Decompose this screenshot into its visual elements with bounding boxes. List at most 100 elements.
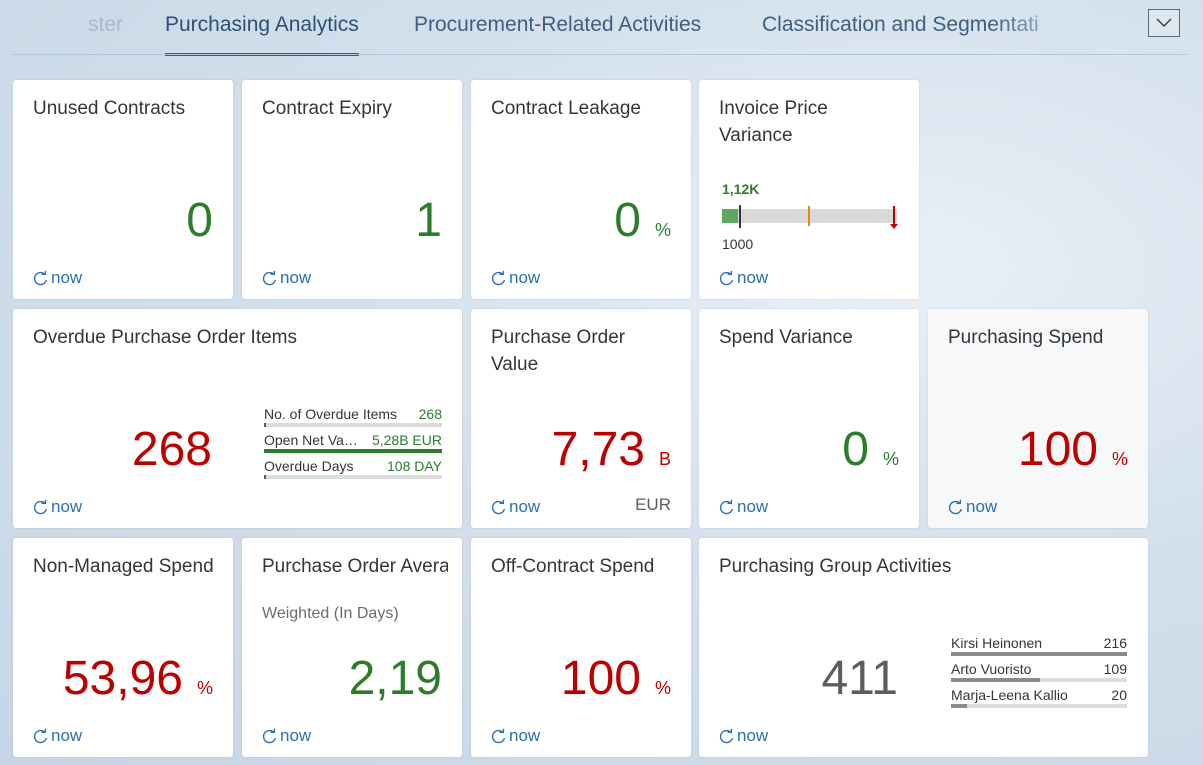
tab-classification-and-segmentation[interactable]: Classification and Segmentati [762, 13, 1039, 36]
comparison-list: No. of Overdue Items 268 Open Net Va… 5,… [264, 403, 442, 481]
refresh-link[interactable]: now [490, 726, 540, 746]
bullet-chart: 1,12K 1000 [719, 176, 899, 256]
kpi-unit: % [654, 220, 671, 240]
tile-purchasing-spend[interactable]: Purchasing Spend 100 % now [928, 309, 1148, 528]
kpi-value: 0 [186, 197, 213, 245]
refresh-label: now [966, 497, 998, 516]
kpi-value: 411 [821, 655, 898, 703]
refresh-label: now [737, 726, 769, 745]
refresh-label: now [280, 726, 312, 745]
tile-overdue-purchase-order-items[interactable]: Overdue Purchase Order Items 268 No. of … [13, 309, 462, 528]
kpi-value: 53,96 % [63, 655, 213, 703]
refresh-icon [33, 499, 48, 514]
kpi-value: 268 [132, 426, 212, 474]
kpi-value: 100 % [561, 655, 671, 703]
kpi-number: 100 [560, 652, 641, 705]
chevron-down-icon [1156, 18, 1172, 27]
refresh-icon [491, 499, 506, 514]
refresh-label: now [509, 497, 541, 516]
bullet-target-label: 1000 [722, 236, 754, 252]
bullet-critical-threshold [893, 206, 895, 226]
comparison-row: No. of Overdue Items 268 [264, 403, 442, 429]
tile-spend-variance[interactable]: Spend Variance 0 % now [699, 309, 919, 528]
tile-non-managed-spend[interactable]: Non-Managed Spend 53,96 % now [13, 538, 233, 757]
refresh-icon [33, 270, 48, 285]
refresh-link[interactable]: now [32, 268, 82, 288]
tab-master-data[interactable]: ster [88, 13, 124, 36]
refresh-link[interactable]: now [718, 497, 768, 517]
comparison-label: Overdue Days [264, 458, 354, 474]
refresh-link[interactable]: now [32, 497, 82, 517]
group-member-count: 216 [1103, 635, 1127, 651]
kpi-number: 0 [186, 194, 213, 247]
kpi-number: 411 [821, 652, 898, 705]
tile-title: Invoice Price Variance [719, 98, 828, 146]
refresh-link[interactable]: now [261, 268, 311, 288]
tile-po-average-delivery[interactable]: Purchase Order Average Delivery… Weighte… [242, 538, 462, 757]
comparison-track [264, 475, 442, 479]
kpi-value: 0 % [842, 426, 899, 474]
tile-unused-contracts[interactable]: Unused Contracts 0 now [13, 80, 233, 299]
refresh-link[interactable]: now [490, 268, 540, 288]
comparison-value: 5,28B EUR [371, 432, 442, 448]
kpi-number: 53,96 [62, 652, 183, 705]
list-item: Marja-Leena Kallio 20 [951, 684, 1127, 710]
kpi-unit: % [196, 678, 213, 698]
list-item: Kirsi Heinonen 216 [951, 632, 1127, 658]
kpi-number: 2,19 [348, 652, 442, 705]
refresh-label: now [737, 268, 769, 287]
refresh-label: now [280, 268, 312, 287]
tile-title: Off-Contract Spend [491, 556, 655, 577]
refresh-icon [33, 728, 48, 743]
tile-title: Purchase Order Value [491, 327, 626, 375]
refresh-icon [719, 728, 734, 743]
kpi-unit: % [1111, 449, 1128, 469]
refresh-icon [491, 728, 506, 743]
refresh-icon [491, 270, 506, 285]
kpi-number: 1 [415, 194, 442, 247]
group-bar-fill [951, 652, 1127, 656]
tile-off-contract-spend[interactable]: Off-Contract Spend 100 % now [471, 538, 691, 757]
group-activity-list: Kirsi Heinonen 216 Arto Vuoristo 109 Mar… [951, 632, 1127, 710]
group-member-count: 109 [1103, 661, 1127, 677]
refresh-icon [719, 270, 734, 285]
tile-contract-expiry[interactable]: Contract Expiry 1 now [242, 80, 462, 299]
refresh-link[interactable]: now [490, 497, 540, 517]
refresh-label: now [509, 726, 541, 745]
tile-contract-leakage[interactable]: Contract Leakage 0 % now [471, 80, 691, 299]
group-member-name: Kirsi Heinonen [951, 635, 1043, 651]
kpi-number: 0 [842, 423, 869, 476]
tile-title: Contract Expiry [262, 98, 392, 119]
comparison-fill [264, 423, 266, 427]
group-bar-track [951, 678, 1127, 682]
tab-purchasing-analytics[interactable]: Purchasing Analytics [165, 13, 359, 56]
tile-title: Spend Variance [719, 327, 853, 348]
comparison-row: Overdue Days 108 DAY [264, 455, 442, 481]
group-member-name: Marja-Leena Kallio [951, 687, 1068, 703]
refresh-link[interactable]: now [718, 268, 768, 288]
refresh-link[interactable]: now [718, 726, 768, 746]
refresh-label: now [51, 268, 83, 287]
tile-title: Unused Contracts [33, 98, 186, 119]
kpi-number: 7,73 [551, 423, 645, 476]
tile-purchasing-group-activities[interactable]: Purchasing Group Activities 411 Kirsi He… [699, 538, 1148, 757]
currency-label: EUR [635, 495, 671, 514]
tile-title: Purchase Order Average Delivery… [262, 553, 448, 580]
comparison-track [264, 449, 442, 453]
kpi-number: 100 [1017, 423, 1098, 476]
kpi-unit: % [882, 449, 899, 469]
refresh-label: now [51, 726, 83, 745]
refresh-link[interactable]: now [261, 726, 311, 746]
tab-overflow-button[interactable] [1148, 9, 1180, 37]
comparison-value: 268 [418, 406, 442, 422]
tile-title: Purchasing Spend [948, 327, 1104, 348]
kpi-number: 0 [614, 194, 641, 247]
tile-title: Purchasing Group Activities [719, 556, 952, 577]
refresh-link[interactable]: now [947, 497, 997, 517]
tile-invoice-price-variance[interactable]: Invoice Price Variance 1,12K 1000 now [699, 80, 919, 299]
comparison-fill [264, 449, 442, 453]
tab-procurement-related-activities[interactable]: Procurement-Related Activities [414, 13, 702, 36]
tile-purchase-order-value[interactable]: Purchase Order Value 7,73 B EUR now [471, 309, 691, 528]
kpi-value: 0 % [614, 197, 671, 245]
refresh-link[interactable]: now [32, 726, 82, 746]
